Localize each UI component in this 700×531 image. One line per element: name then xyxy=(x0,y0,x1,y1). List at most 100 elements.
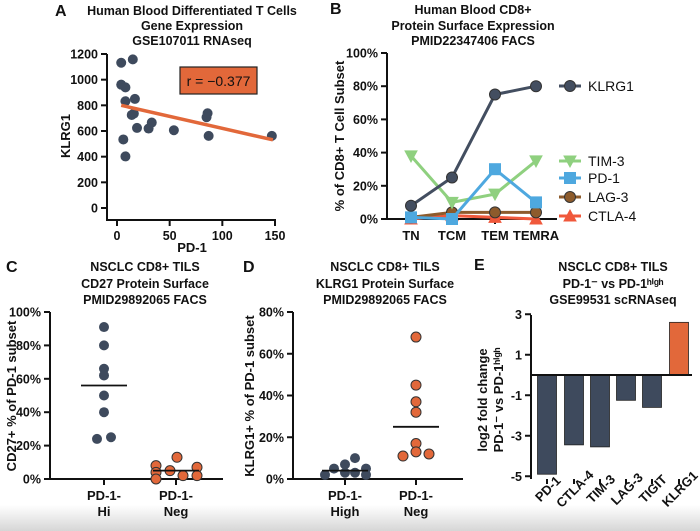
y-tick-label: 0% xyxy=(266,473,284,487)
legend-label: LAG-3 xyxy=(588,189,629,205)
x-tick-label: Hi xyxy=(98,504,111,519)
chart-title-line: GSE107011 RNAseq xyxy=(132,34,252,48)
chart-title-line: PD-1⁻ vs PD-1ʰⁱᵍʰ xyxy=(563,277,664,291)
scatter-point xyxy=(168,125,179,136)
x-tick-label: PD-1- xyxy=(159,488,193,503)
x-tick-label: TEMRA xyxy=(513,228,560,243)
y-tick-label: 60% xyxy=(259,347,284,361)
series-line-pd-1 xyxy=(410,167,537,221)
data-point xyxy=(423,448,435,460)
data-point xyxy=(99,340,109,351)
scatter-point xyxy=(127,54,138,65)
series-line-tim-3 xyxy=(409,154,537,205)
y-tick-label: 100% xyxy=(9,306,41,320)
scatter-point xyxy=(132,122,143,133)
data-point xyxy=(410,331,422,343)
data-point xyxy=(92,433,102,444)
scatter-point xyxy=(129,93,140,104)
legend-marker xyxy=(564,191,576,203)
data-point xyxy=(350,453,360,464)
scatter-point xyxy=(146,117,157,128)
bottom-shade xyxy=(0,505,700,531)
data-point xyxy=(397,450,409,462)
chart-title-line: Human Blood Differentiated T Cells xyxy=(87,4,297,18)
data-point xyxy=(488,188,502,202)
y-tick-label: 0% xyxy=(360,213,378,227)
y-tick-label: 3 xyxy=(515,308,522,322)
y-tick-label: 1000 xyxy=(70,73,98,87)
legend-label: PD-1 xyxy=(588,170,620,186)
data-point xyxy=(320,469,330,480)
bar-tim-3 xyxy=(590,374,610,448)
legend-marker xyxy=(564,80,576,92)
scatter-point xyxy=(203,130,214,141)
data-point xyxy=(99,407,109,418)
chart-title-line: CD27 Protein Surface xyxy=(81,277,209,291)
y-tick-label: 400 xyxy=(77,150,98,164)
y-tick-label: 40% xyxy=(259,389,284,403)
y-tick-label: 80% xyxy=(16,339,41,353)
y-tick-label: 20% xyxy=(259,431,284,445)
data-point xyxy=(99,390,109,401)
legend-marker xyxy=(563,208,577,222)
data-point xyxy=(405,211,417,224)
x-tick-label: TEM xyxy=(481,228,508,243)
y-tick-label: 40% xyxy=(353,146,378,160)
chart-title-line: Human Blood CD8+ xyxy=(414,3,531,17)
y-tick-label: 80% xyxy=(353,80,378,94)
y-tick-label: 80% xyxy=(259,306,284,320)
y-axis-label: KLRG1 xyxy=(58,114,73,158)
x-tick-label: TCM xyxy=(438,228,466,243)
y-tick-label: 60% xyxy=(353,113,378,127)
data-point xyxy=(410,406,422,418)
data-point xyxy=(350,467,360,478)
data-point xyxy=(530,206,542,219)
bar-ctla-4 xyxy=(564,374,584,446)
data-point xyxy=(529,155,543,168)
data-point xyxy=(530,80,542,93)
y-axis-label: PD-1⁻ vs PD-1ʰⁱᵍʰ xyxy=(491,347,506,452)
x-tick-label: Neg xyxy=(404,504,429,519)
series-line-lag-3 xyxy=(410,210,536,219)
legend-label: KLRG1 xyxy=(588,78,634,94)
legend-marker xyxy=(564,172,576,184)
y-tick-label: 200 xyxy=(77,176,98,190)
bar-klrg1 xyxy=(669,321,689,376)
data-point xyxy=(150,473,162,485)
chart-title-line: GSE99531 scRNAseq xyxy=(549,293,676,307)
x-tick-label: 100 xyxy=(212,229,233,243)
chart-title-line: PMID29892065 FACS xyxy=(323,293,447,307)
data-point xyxy=(489,88,501,101)
regression-line xyxy=(120,103,274,142)
y-tick-label: 0 xyxy=(91,202,98,216)
y-tick-label: 40% xyxy=(16,406,41,420)
y-axis-label: CD27+ % of PD-1 subset xyxy=(4,320,19,471)
x-tick-label: 50 xyxy=(163,229,177,243)
data-point xyxy=(177,470,189,482)
data-point xyxy=(446,213,458,225)
data-point xyxy=(171,451,183,463)
panel-label: B xyxy=(330,1,342,18)
x-tick-label: Neg xyxy=(164,504,189,519)
chart-title-line: NSCLC CD8+ TILS xyxy=(90,260,199,274)
bar-lag-3 xyxy=(616,374,636,401)
panel-label: D xyxy=(243,259,255,276)
chart-title-line: NSCLC CD8+ TILS xyxy=(558,260,667,274)
scatter-point xyxy=(120,151,131,162)
correlation-label: r = −0.377 xyxy=(187,73,251,89)
chart-title-line: PMID22347406 FACS xyxy=(411,34,535,48)
x-axis-label: PD-1 xyxy=(177,240,207,255)
scatter-point xyxy=(128,108,139,119)
scatter-point xyxy=(120,96,131,107)
y-tick-label: -3 xyxy=(511,429,522,443)
y-tick-label: 20% xyxy=(16,439,41,453)
scatter-point xyxy=(116,57,127,68)
chart-title-line: Protein Surface Expression xyxy=(391,19,554,33)
legend-label: CTLA-4 xyxy=(588,208,636,224)
y-tick-label: 100% xyxy=(346,47,378,61)
data-point xyxy=(405,199,417,212)
panel-label: A xyxy=(55,3,67,20)
y-tick-label: -5 xyxy=(511,470,522,484)
y-tick-label: 800 xyxy=(77,99,98,113)
